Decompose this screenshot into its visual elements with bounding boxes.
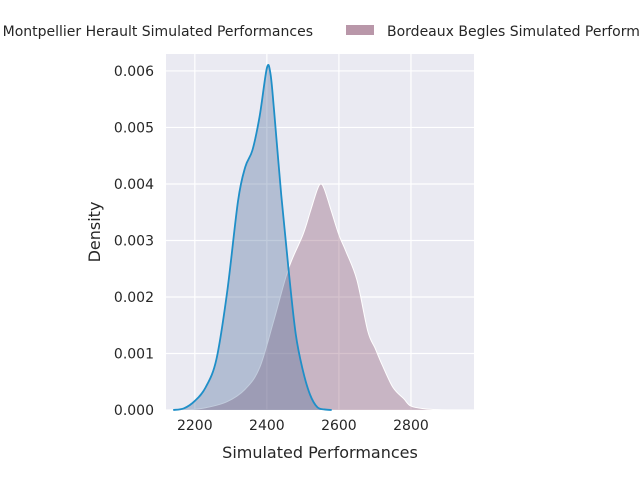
x-tick-label: 2200 bbox=[177, 418, 213, 434]
grid bbox=[166, 54, 474, 411]
y-tick-label: 0.004 bbox=[114, 177, 154, 193]
y-tick-label: 0.005 bbox=[114, 120, 154, 136]
density-area-montpellier bbox=[173, 64, 332, 410]
x-tick-label: 2800 bbox=[393, 418, 429, 434]
legend-label-bordeaux: Bordeaux Begles Simulated Performances bbox=[387, 24, 640, 40]
x-tick-label: 2400 bbox=[249, 418, 285, 434]
tick-labels: 2200 2400 2600 2800 0.000 0.001 0.002 0.003 0.00… bbox=[114, 64, 429, 434]
legend: Montpellier Herault Simulated Performanc… bbox=[3, 24, 640, 40]
series-layer bbox=[173, 64, 455, 411]
y-tick-label: 0.003 bbox=[114, 233, 154, 249]
density-area-bordeaux bbox=[187, 183, 455, 410]
y-tick-label: 0.002 bbox=[114, 290, 154, 306]
legend-swatch-bordeaux bbox=[346, 25, 374, 35]
legend-label-montpellier: Montpellier Herault Simulated Performanc… bbox=[3, 24, 313, 40]
x-tick-label: 2600 bbox=[321, 418, 357, 434]
y-tick-label: 0.000 bbox=[114, 403, 154, 419]
y-tick-label: 0.006 bbox=[114, 64, 154, 80]
density-line-montpellier bbox=[173, 64, 332, 411]
y-tick-label: 0.001 bbox=[114, 346, 154, 362]
density-line-bordeaux bbox=[187, 183, 455, 411]
y-axis-label: Density bbox=[85, 202, 104, 263]
x-axis-label: Simulated Performances bbox=[222, 443, 418, 462]
